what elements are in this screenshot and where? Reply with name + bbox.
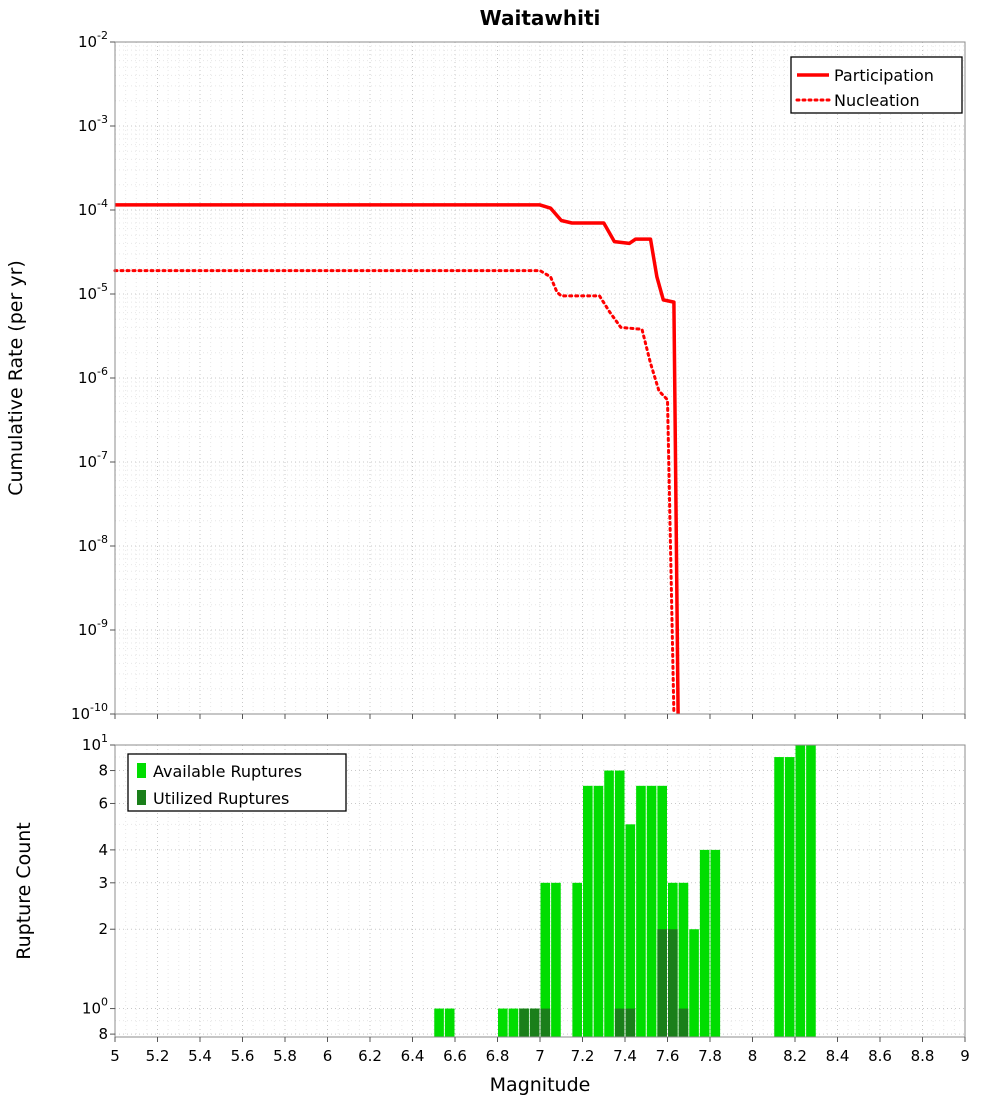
svg-text:5: 5 — [110, 1047, 120, 1065]
svg-text:6.4: 6.4 — [401, 1047, 425, 1065]
svg-text:10-7: 10-7 — [78, 449, 108, 471]
count-y-axis-label: Rupture Count — [13, 822, 35, 960]
available-bar — [636, 785, 646, 1037]
available-bar — [593, 785, 604, 1037]
svg-text:5.6: 5.6 — [231, 1047, 255, 1065]
count-legend: Available Ruptures Utilized Ruptures — [127, 753, 347, 812]
available-bar — [551, 882, 561, 1037]
svg-text:7: 7 — [535, 1047, 545, 1065]
utilized-bar — [668, 929, 678, 1037]
svg-text:101: 101 — [82, 732, 108, 754]
svg-text:8.2: 8.2 — [783, 1047, 807, 1065]
utilized-bar — [519, 1008, 529, 1037]
utilized-bar — [625, 1008, 636, 1037]
count-legend-box — [127, 753, 347, 812]
svg-text:10-2: 10-2 — [78, 29, 108, 51]
svg-text:7.2: 7.2 — [571, 1047, 595, 1065]
svg-text:3: 3 — [98, 874, 108, 892]
utilized-swatch-icon — [137, 790, 146, 805]
utilized-bar — [657, 929, 667, 1037]
nucleation-line — [113, 269, 676, 716]
available-bar — [699, 849, 710, 1037]
svg-text:7.6: 7.6 — [656, 1047, 680, 1065]
available-bar — [508, 1008, 519, 1037]
svg-text:8.4: 8.4 — [826, 1047, 850, 1065]
available-bar — [625, 824, 636, 1037]
bars-available — [434, 745, 816, 1037]
svg-text:5.8: 5.8 — [273, 1047, 297, 1065]
svg-text:10-8: 10-8 — [78, 533, 108, 555]
gridlines — [114, 41, 966, 1037]
utilized-bar — [529, 1008, 540, 1037]
svg-text:8: 8 — [98, 762, 108, 780]
available-bar — [540, 882, 551, 1037]
svg-text:2: 2 — [98, 920, 108, 938]
participation-line — [115, 203, 680, 715]
rate-legend: Participation Nucleation — [790, 56, 963, 114]
rate-legend-box — [790, 56, 963, 114]
available-swatch-icon — [137, 763, 146, 778]
available-bar — [795, 745, 806, 1037]
available-bar — [614, 770, 625, 1037]
svg-text:10-9: 10-9 — [78, 617, 108, 639]
available-bar — [646, 785, 657, 1037]
chart-overlay: Waitawhiti Cumulative Rate (per yr) Rupt… — [5, 6, 963, 1096]
available-bar — [784, 757, 795, 1037]
svg-text:10-4: 10-4 — [78, 197, 108, 219]
svg-text:8.6: 8.6 — [868, 1047, 892, 1065]
legend-label-nucleation: Nucleation — [834, 91, 920, 110]
available-bar — [572, 882, 582, 1037]
available-bar — [710, 849, 721, 1037]
utilized-bar — [614, 1008, 625, 1037]
available-bar — [444, 1008, 455, 1037]
x-axis-label: Magnitude — [490, 1074, 591, 1096]
svg-text:7.4: 7.4 — [613, 1047, 637, 1065]
available-bar — [678, 882, 689, 1037]
svg-text:6.2: 6.2 — [358, 1047, 382, 1065]
svg-text:6.6: 6.6 — [443, 1047, 467, 1065]
available-bar — [604, 770, 614, 1037]
available-bar — [434, 1008, 444, 1037]
tick-labels: 5 5.2 5.4 5.6 5.8 6 6.2 6.4 6.6 6.8 7 7.2 7.4 7.6 7.8 8… — [71, 29, 970, 1065]
svg-text:6: 6 — [323, 1047, 333, 1065]
svg-text:10-10: 10-10 — [71, 701, 108, 723]
svg-text:6: 6 — [98, 794, 108, 812]
legend-label-available: Available Ruptures — [153, 762, 302, 781]
rate-y-axis-label: Cumulative Rate (per yr) — [5, 260, 27, 496]
svg-text:10-5: 10-5 — [78, 281, 108, 303]
chart-title: Waitawhiti — [480, 6, 601, 30]
chart-dynamic-layer: 5 5.2 5.4 5.6 5.8 6 6.2 6.4 6.6 6.8 7 7.2 7.4 7.6 7.8 8… — [71, 29, 970, 1065]
svg-text:9: 9 — [960, 1047, 970, 1065]
available-bar — [583, 785, 593, 1037]
legend-label-utilized: Utilized Ruptures — [153, 789, 289, 808]
svg-text:8: 8 — [748, 1047, 758, 1065]
available-bar — [774, 757, 784, 1037]
svg-text:7.8: 7.8 — [698, 1047, 722, 1065]
svg-text:10-6: 10-6 — [78, 365, 108, 387]
svg-text:4: 4 — [98, 841, 108, 859]
svg-text:100: 100 — [82, 996, 108, 1018]
bars-utilized — [519, 929, 689, 1037]
svg-text:8: 8 — [98, 1025, 108, 1043]
svg-text:5.2: 5.2 — [146, 1047, 170, 1065]
utilized-bar — [540, 1008, 551, 1037]
available-bar — [657, 785, 667, 1037]
utilized-bar — [678, 1008, 689, 1037]
available-bar — [498, 1008, 508, 1037]
available-bar — [806, 745, 816, 1037]
svg-text:8.8: 8.8 — [911, 1047, 935, 1065]
svg-text:5.4: 5.4 — [188, 1047, 212, 1065]
svg-text:10-3: 10-3 — [78, 113, 108, 135]
available-bar — [689, 929, 699, 1037]
legend-label-participation: Participation — [834, 66, 934, 85]
svg-text:6.8: 6.8 — [486, 1047, 510, 1065]
